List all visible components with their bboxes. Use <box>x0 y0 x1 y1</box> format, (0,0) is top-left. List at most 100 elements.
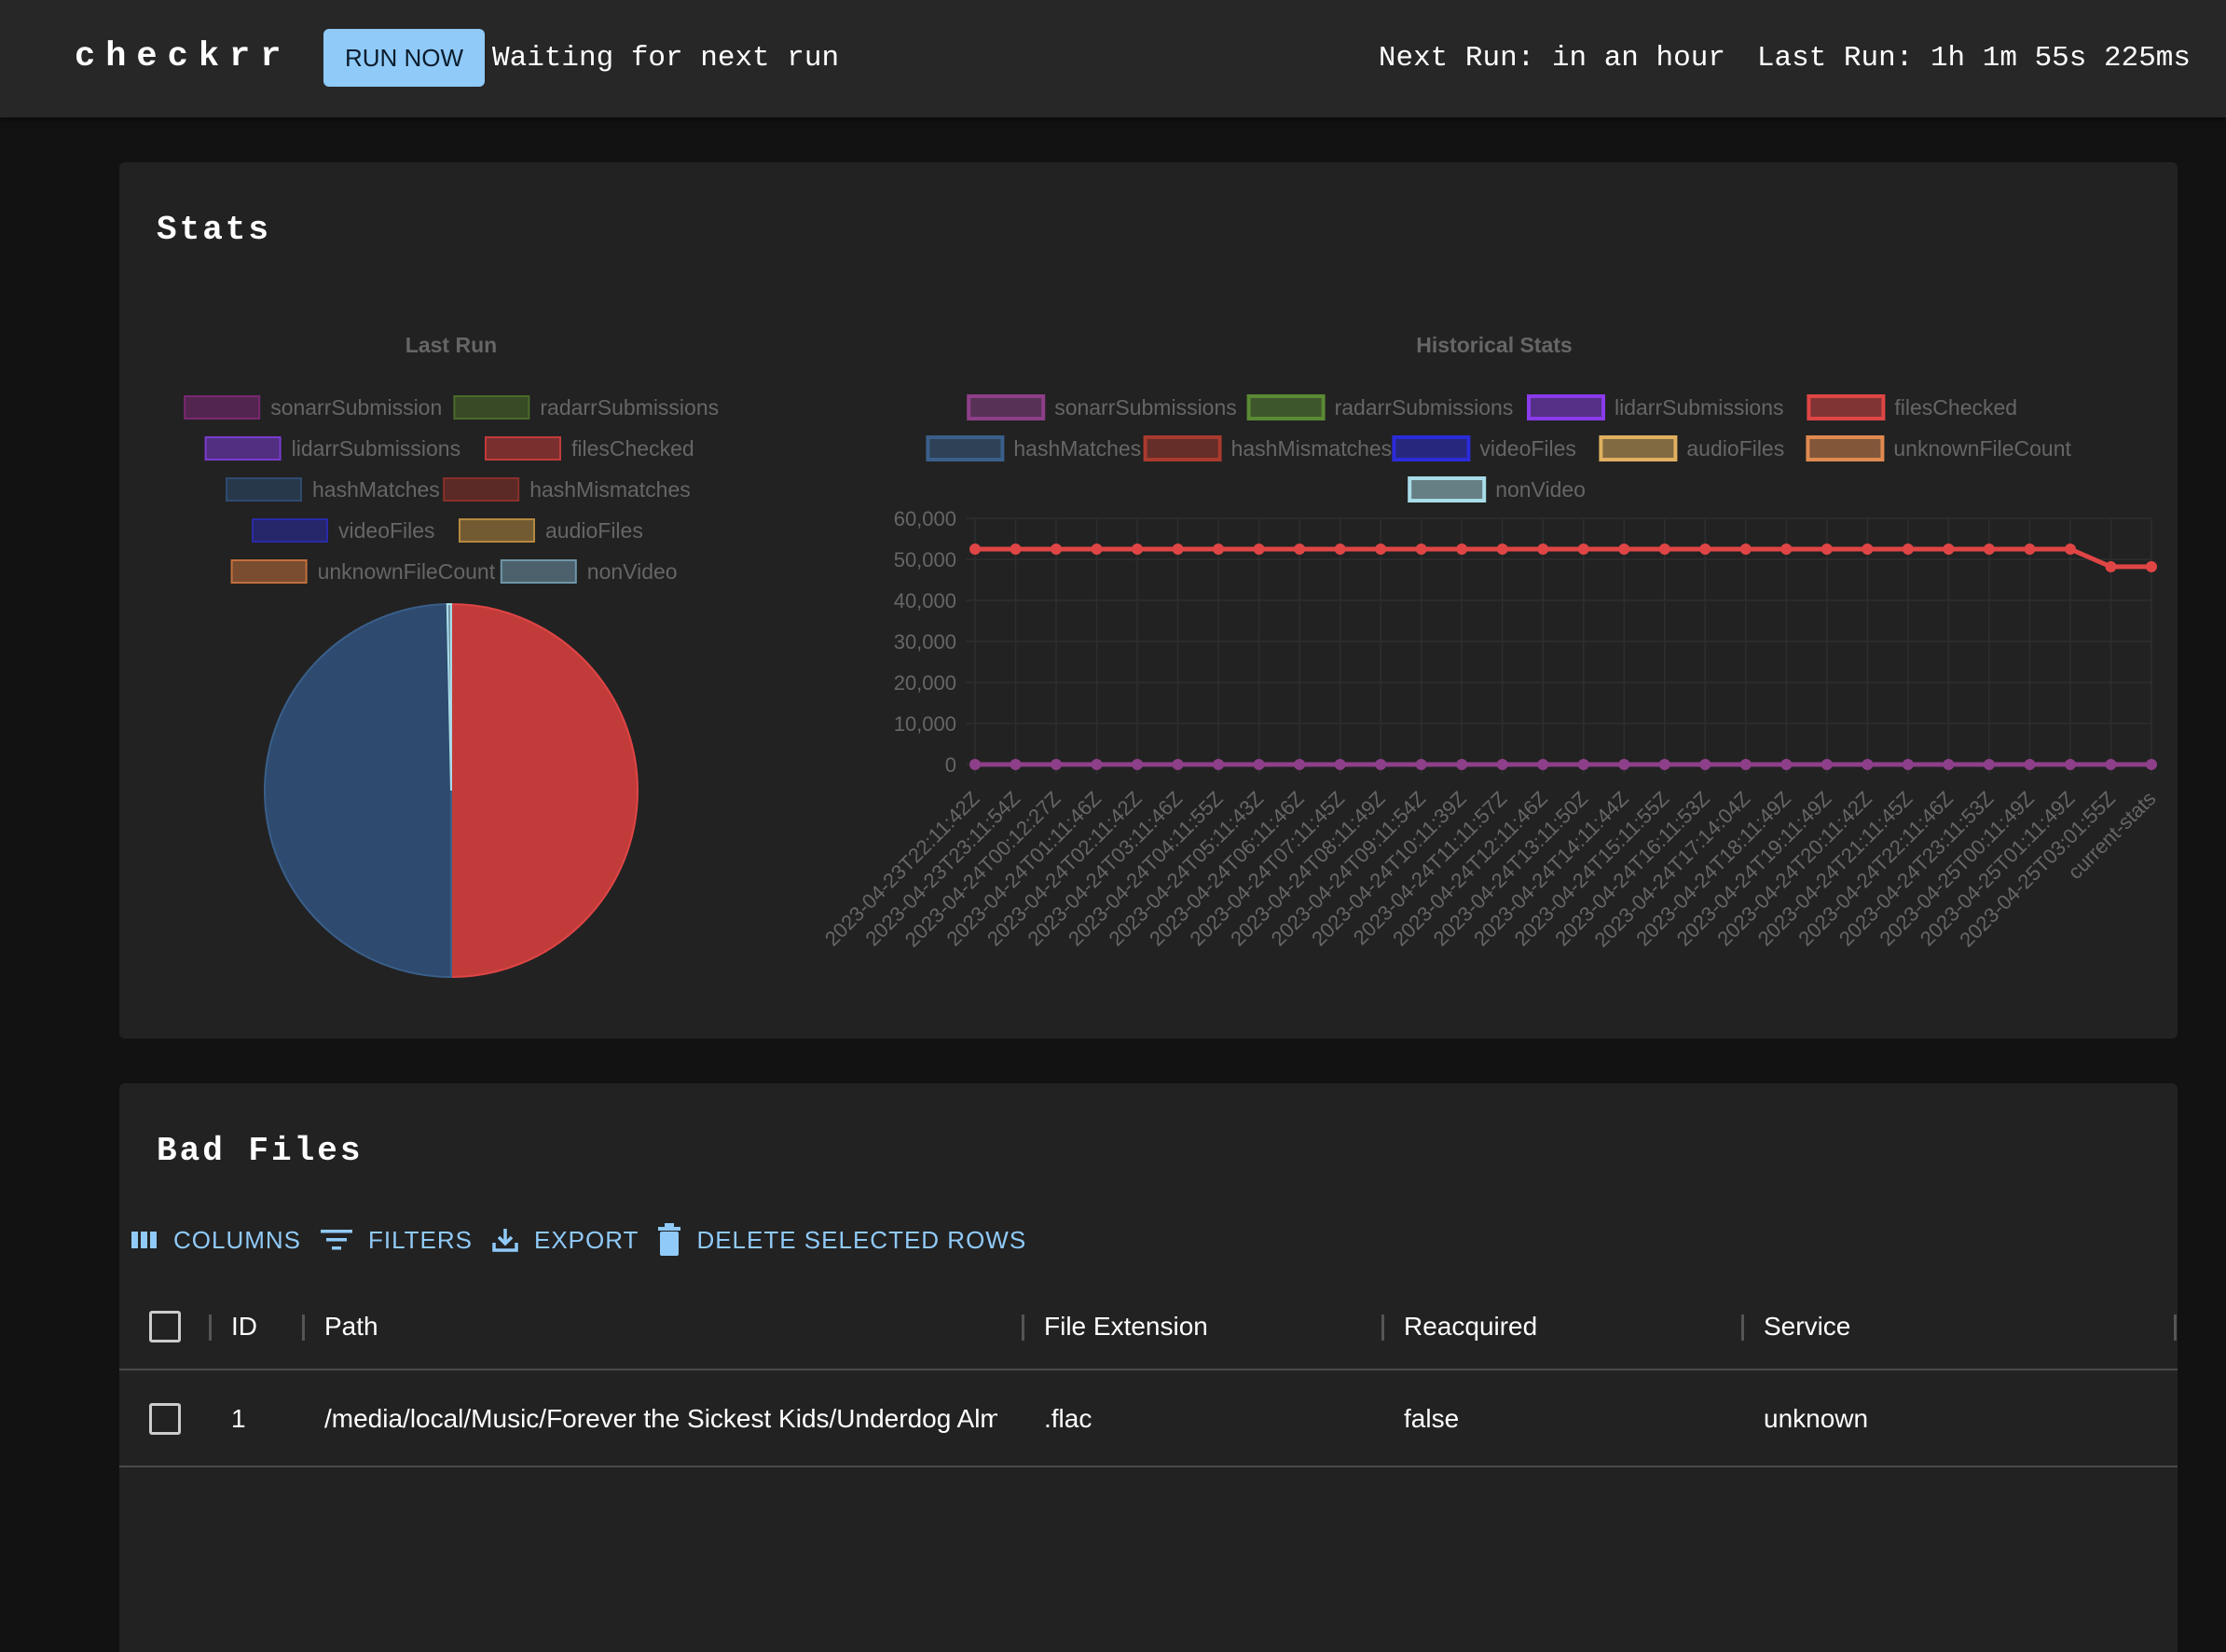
legend-item[interactable]: videoFiles <box>252 518 435 543</box>
legend-item[interactable]: hashMismatches <box>1143 435 1393 461</box>
data-point[interactable] <box>1051 759 1063 770</box>
data-point[interactable] <box>1699 759 1711 770</box>
data-point[interactable] <box>1537 544 1549 555</box>
columns-button[interactable]: COLUMNS <box>131 1226 301 1255</box>
data-point[interactable] <box>1780 544 1793 555</box>
export-button[interactable]: EXPORT <box>491 1226 639 1255</box>
legend-item[interactable]: radarrSubmissions <box>453 395 719 420</box>
data-point[interactable] <box>1658 544 1670 555</box>
data-point[interactable] <box>2146 560 2157 572</box>
data-point[interactable] <box>1739 544 1752 555</box>
select-all-checkbox[interactable] <box>149 1311 181 1342</box>
data-point[interactable] <box>1821 759 1833 770</box>
legend-item[interactable]: lidarrSubmissions <box>204 436 461 461</box>
data-point[interactable] <box>1010 544 1022 555</box>
legend-item[interactable]: nonVideo <box>500 559 678 584</box>
column-separator[interactable] <box>302 1315 305 1341</box>
data-point[interactable] <box>1902 759 1914 770</box>
legend-item[interactable]: videoFiles <box>1392 435 1576 461</box>
legend-item[interactable]: sonarrSubmission <box>184 395 442 420</box>
column-header-reacquired[interactable]: Reacquired <box>1404 1312 1538 1341</box>
column-separator[interactable] <box>209 1315 212 1341</box>
data-point[interactable] <box>1577 544 1589 555</box>
data-point[interactable] <box>1537 759 1549 770</box>
pie-slice-filesChecked[interactable] <box>450 602 639 979</box>
row-select-checkbox[interactable] <box>149 1403 181 1435</box>
column-header-id[interactable]: ID <box>231 1312 257 1341</box>
data-point[interactable] <box>969 759 981 770</box>
data-point[interactable] <box>1983 759 1995 770</box>
data-point[interactable] <box>1943 759 1955 770</box>
column-header-path[interactable]: Path <box>324 1312 378 1341</box>
legend-item[interactable]: unknownFileCount <box>230 559 496 584</box>
data-point[interactable] <box>1294 759 1306 770</box>
legend-item[interactable]: audioFiles <box>459 518 643 543</box>
legend-item[interactable]: sonarrSubmissions <box>967 394 1237 420</box>
data-point[interactable] <box>1456 759 1468 770</box>
data-point[interactable] <box>1902 544 1914 555</box>
run-now-button[interactable]: RUN NOW <box>323 29 485 87</box>
data-point[interactable] <box>1780 759 1793 770</box>
data-point[interactable] <box>1496 759 1508 770</box>
data-point[interactable] <box>1943 544 1955 555</box>
column-separator[interactable] <box>2174 1315 2177 1341</box>
data-point[interactable] <box>1577 759 1589 770</box>
legend-item[interactable]: filesChecked <box>1807 394 2017 420</box>
legend-item[interactable]: audioFiles <box>1599 435 1784 461</box>
column-header-file-extension[interactable]: File Extension <box>1044 1312 1208 1341</box>
legend-item[interactable]: unknownFileCount <box>1806 435 2072 461</box>
column-separator[interactable] <box>1381 1315 1384 1341</box>
data-point[interactable] <box>1658 759 1670 770</box>
data-point[interactable] <box>1415 544 1427 555</box>
column-separator[interactable] <box>1022 1315 1024 1341</box>
data-point[interactable] <box>1010 759 1022 770</box>
data-point[interactable] <box>1213 759 1225 770</box>
legend-item[interactable]: lidarrSubmissions <box>1527 394 1784 420</box>
pie-slice-hashMatches[interactable] <box>264 603 452 979</box>
data-point[interactable] <box>1375 544 1387 555</box>
column-header-service[interactable]: Service <box>1764 1312 1851 1341</box>
data-point[interactable] <box>1862 759 1874 770</box>
data-point[interactable] <box>1051 544 1063 555</box>
data-point[interactable] <box>1334 544 1346 555</box>
data-point[interactable] <box>1618 544 1630 555</box>
data-point[interactable] <box>1213 544 1225 555</box>
table-row[interactable]: 1 /media/local/Music/Forever the Sickest… <box>119 1370 2178 1467</box>
data-point[interactable] <box>1091 759 1103 770</box>
legend-item[interactable]: hashMatches <box>226 477 440 502</box>
data-point[interactable] <box>1253 759 1265 770</box>
data-point[interactable] <box>1862 544 1874 555</box>
data-point[interactable] <box>2105 560 2117 572</box>
pie-slice-nonVideo[interactable] <box>446 602 452 792</box>
data-point[interactable] <box>1132 544 1144 555</box>
data-point[interactable] <box>1739 759 1752 770</box>
legend-item[interactable]: nonVideo <box>1408 476 1586 502</box>
data-point[interactable] <box>1496 544 1508 555</box>
data-point[interactable] <box>1983 544 1995 555</box>
data-point[interactable] <box>1253 544 1265 555</box>
data-point[interactable] <box>1172 544 1184 555</box>
data-point[interactable] <box>2105 759 2117 770</box>
data-point[interactable] <box>2064 544 2076 555</box>
data-point[interactable] <box>1132 759 1144 770</box>
data-point[interactable] <box>1618 759 1630 770</box>
column-separator[interactable] <box>1741 1315 1744 1341</box>
data-point[interactable] <box>2064 759 2076 770</box>
legend-item[interactable]: filesChecked <box>485 436 694 461</box>
data-point[interactable] <box>1456 544 1468 555</box>
data-point[interactable] <box>1334 759 1346 770</box>
legend-item[interactable]: hashMatches <box>926 435 1141 461</box>
data-point[interactable] <box>1699 544 1711 555</box>
data-point[interactable] <box>1091 544 1103 555</box>
data-point[interactable] <box>2024 544 2036 555</box>
legend-item[interactable]: radarrSubmissions <box>1246 394 1514 420</box>
data-point[interactable] <box>2024 759 2036 770</box>
data-point[interactable] <box>1294 544 1306 555</box>
data-point[interactable] <box>2146 759 2157 770</box>
delete-selected-rows-button[interactable]: DELETE SELECTED ROWS <box>657 1223 1026 1257</box>
data-point[interactable] <box>1821 544 1833 555</box>
data-point[interactable] <box>1172 759 1184 770</box>
data-point[interactable] <box>1415 759 1427 770</box>
data-point[interactable] <box>969 544 981 555</box>
data-point[interactable] <box>1375 759 1387 770</box>
